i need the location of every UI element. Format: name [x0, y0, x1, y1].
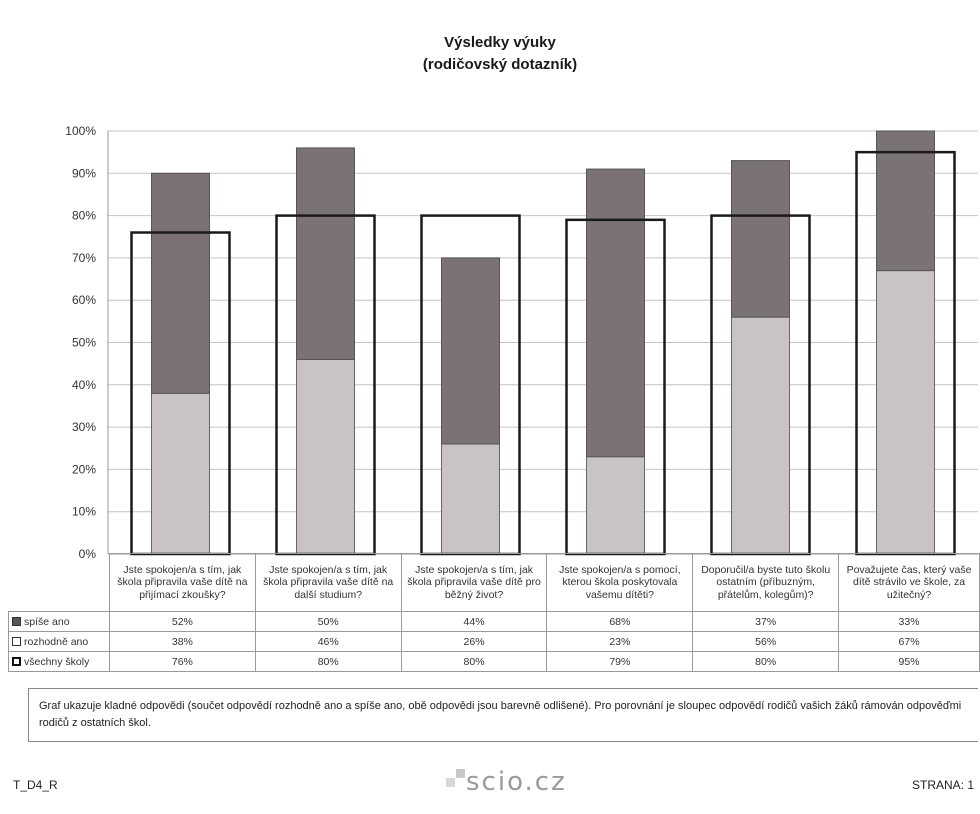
bar-spise-ano	[151, 172, 210, 394]
legend-swatch-dark	[12, 616, 21, 626]
y-tick-label: 40%	[72, 378, 96, 392]
series-name: spíše ano	[24, 615, 70, 628]
value-cell: 56%	[692, 631, 840, 652]
value-cell: 76%	[108, 651, 256, 672]
chart-title: Výsledky výuky	[444, 34, 556, 51]
scio-logo: scio.cz	[444, 763, 584, 803]
y-tick-label: 80%	[72, 209, 96, 223]
bar-rozhodne-ano	[586, 456, 645, 555]
logo-text: scio.cz	[466, 767, 567, 797]
y-tick-label: 60%	[72, 293, 96, 307]
value-cell: 79%	[546, 651, 694, 672]
value-cell: 46%	[254, 631, 402, 652]
table-row: všechny školy 76% 80% 80% 79% 80% 95%	[8, 651, 980, 672]
chart-subtitle: (rodičovský dotazník)	[422, 56, 578, 73]
chart-note: Graf ukazuje kladné odpovědi (součet odp…	[28, 688, 978, 742]
value-cell: 95%	[838, 651, 980, 672]
series-name: rozhodně ano	[24, 635, 89, 648]
question-cell: Jste spokojen/a s pomocí, kterou škola p…	[546, 553, 694, 612]
bar-rozhodne-ano	[876, 270, 935, 555]
bar-rozhodne-ano	[151, 392, 210, 555]
bar-spise-ano	[876, 130, 935, 272]
row-label: všechny školy	[8, 651, 110, 672]
data-table: Jste spokojen/a s tím, jak škola připrav…	[8, 553, 980, 672]
value-cell: 80%	[400, 651, 548, 672]
table-row: spíše ano 52% 50% 44% 68% 37% 33%	[8, 611, 980, 632]
table-corner	[8, 553, 110, 612]
y-tick-label: 10%	[72, 505, 96, 519]
logo-square	[456, 769, 465, 778]
y-tick-label: 20%	[72, 462, 96, 476]
value-cell: 80%	[692, 651, 840, 672]
y-tick-label: 50%	[72, 336, 96, 350]
bar-spise-ano	[586, 168, 645, 458]
bar-rozhodne-ano	[731, 316, 790, 555]
series-name: všechny školy	[24, 655, 90, 668]
value-cell: 67%	[838, 631, 980, 652]
legend-swatch-frame	[12, 656, 21, 666]
value-cell: 26%	[400, 631, 548, 652]
value-cell: 37%	[692, 611, 840, 632]
value-cell: 38%	[108, 631, 256, 652]
row-label: rozhodně ano	[8, 631, 110, 652]
row-label: spíše ano	[8, 611, 110, 632]
value-cell: 80%	[254, 651, 402, 672]
bar-spise-ano	[731, 160, 790, 318]
y-tick-label: 30%	[72, 420, 96, 434]
bar-spise-ano	[441, 257, 500, 445]
question-cell: Považujete čas, který vaše dítě strávilo…	[838, 553, 980, 612]
table-row: rozhodně ano 38% 46% 26% 23% 56% 67%	[8, 631, 980, 652]
chart-title-block: Výsledky výuky (rodičovský dotazník)	[300, 32, 700, 76]
question-cell: Doporučil/a byste tuto školu ostatním (p…	[692, 553, 840, 612]
value-cell: 68%	[546, 611, 694, 632]
value-cell: 33%	[838, 611, 980, 632]
value-cell: 23%	[546, 631, 694, 652]
legend-swatch-light	[12, 636, 21, 646]
question-cell: Jste spokojen/a s tím, jak škola připrav…	[108, 553, 256, 612]
footer-page: STRANA: 1	[911, 778, 974, 792]
value-cell: 52%	[108, 611, 256, 632]
value-cell: 44%	[400, 611, 548, 632]
y-tick-label: 70%	[72, 251, 96, 265]
y-tick-label: 100%	[65, 124, 96, 138]
question-cell: Jste spokojen/a s tím, jak škola připrav…	[254, 553, 402, 612]
bar-spise-ano	[296, 147, 355, 360]
value-cell: 50%	[254, 611, 402, 632]
bar-rozhodne-ano	[296, 358, 355, 555]
bar-rozhodne-ano	[441, 443, 500, 555]
logo-square	[446, 778, 455, 787]
footer-code: T_D4_R	[13, 778, 58, 792]
y-tick-label: 90%	[72, 166, 96, 180]
question-cell: Jste spokojen/a s tím, jak škola připrav…	[400, 553, 548, 612]
stacked-bar-chart: 0%10%20%30%40%50%60%70%80%90%100%	[65, 124, 978, 560]
